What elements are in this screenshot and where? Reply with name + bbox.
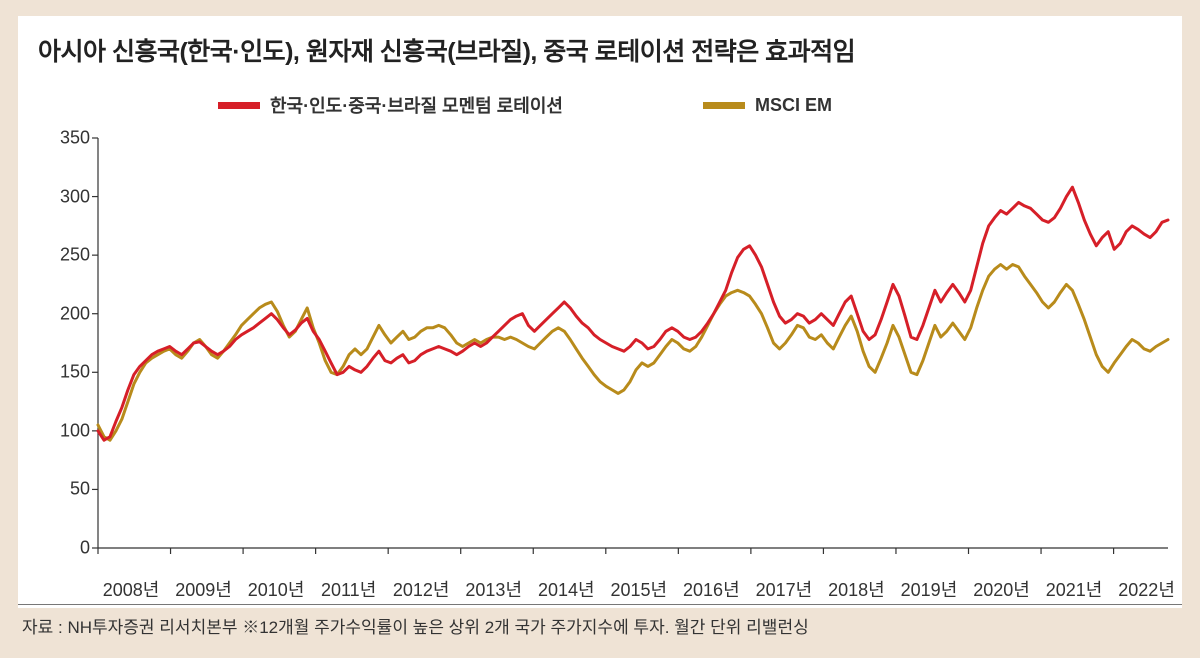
x-tick-label: 2011년 bbox=[321, 576, 376, 602]
y-tick-label: 250 bbox=[40, 245, 90, 266]
x-tick-label: 2014년 bbox=[538, 576, 595, 602]
y-tick-label: 150 bbox=[40, 362, 90, 383]
x-tick-label: 2020년 bbox=[973, 576, 1030, 602]
x-tick-label: 2021년 bbox=[1046, 576, 1103, 602]
chart-title: 아시아 신흥국(한국·인도), 원자재 신흥국(브라질), 중국 로테이션 전략… bbox=[18, 16, 1182, 78]
x-tick-label: 2019년 bbox=[901, 576, 958, 602]
x-tick-label: 2017년 bbox=[756, 576, 813, 602]
chart-footer: 자료 : NH투자증권 리서치본부 ※12개월 주가수익률이 높은 상위 2개 … bbox=[18, 604, 1182, 638]
x-tick-label: 2013년 bbox=[465, 576, 522, 602]
chart-area: 한국·인도·중국·브라질 모멘텀 로테이션 MSCI EM 0501001502… bbox=[18, 78, 1182, 608]
x-tick-label: 2015년 bbox=[610, 576, 667, 602]
y-tick-label: 200 bbox=[40, 303, 90, 324]
x-tick-label: 2009년 bbox=[175, 576, 232, 602]
x-tick-label: 2018년 bbox=[828, 576, 885, 602]
y-tick-label: 100 bbox=[40, 420, 90, 441]
y-tick-label: 0 bbox=[40, 538, 90, 559]
chart-card: 아시아 신흥국(한국·인도), 원자재 신흥국(브라질), 중국 로테이션 전략… bbox=[18, 16, 1182, 608]
x-tick-label: 2010년 bbox=[248, 576, 305, 602]
x-tick-label: 2022년 bbox=[1118, 576, 1175, 602]
chart-svg bbox=[18, 78, 1182, 608]
x-tick-label: 2012년 bbox=[393, 576, 450, 602]
y-tick-label: 300 bbox=[40, 186, 90, 207]
x-tick-label: 2016년 bbox=[683, 576, 740, 602]
x-tick-label: 2008년 bbox=[103, 576, 160, 602]
y-tick-label: 350 bbox=[40, 128, 90, 149]
y-tick-label: 50 bbox=[40, 479, 90, 500]
